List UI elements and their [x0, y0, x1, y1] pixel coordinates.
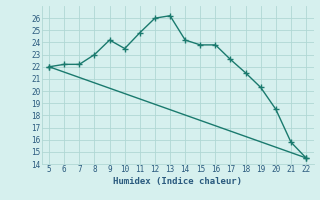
X-axis label: Humidex (Indice chaleur): Humidex (Indice chaleur) — [113, 177, 242, 186]
